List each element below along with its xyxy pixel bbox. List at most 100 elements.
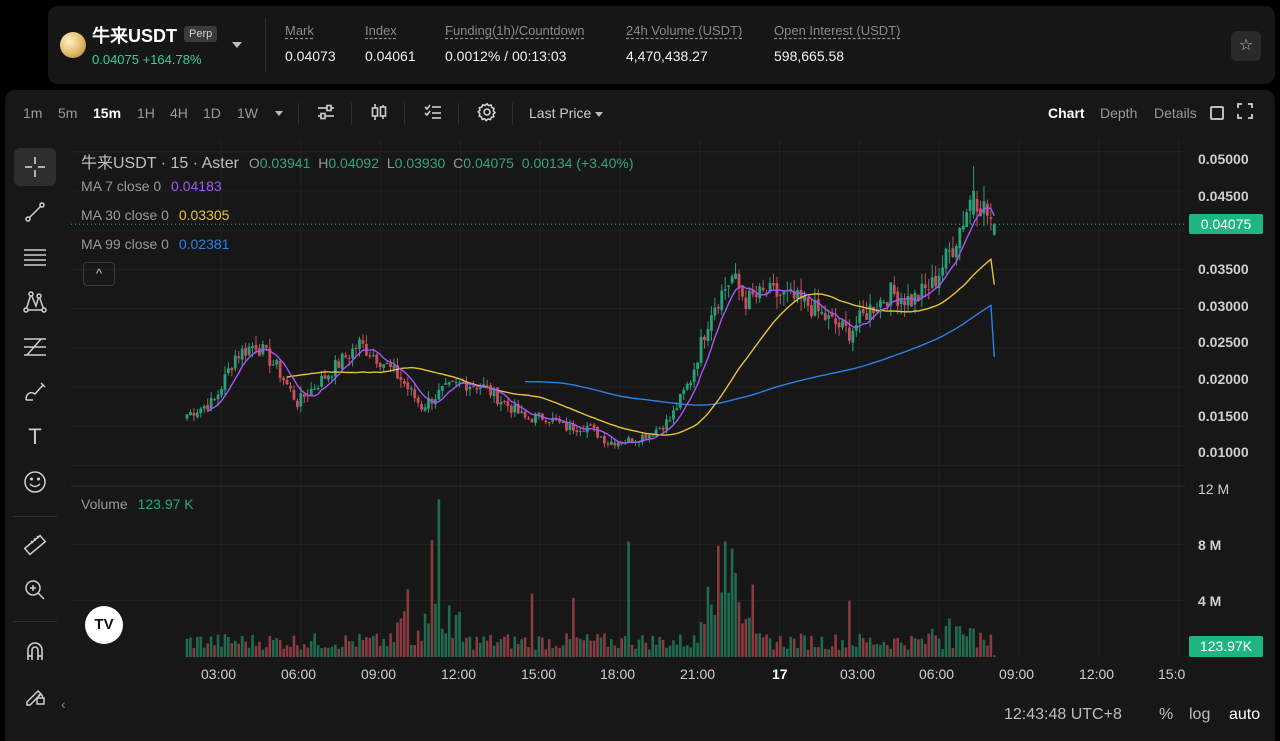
volume-bar (544, 649, 548, 657)
text-tool-icon[interactable]: T (28, 424, 42, 449)
candle-body (402, 380, 406, 384)
candle-body (244, 347, 248, 356)
volume-bar (737, 602, 741, 657)
legend-low: 0.03930 (394, 155, 446, 171)
magnet-icon[interactable] (14, 632, 56, 670)
candle-body (775, 283, 779, 297)
candle-body (271, 364, 275, 366)
time-axis-tick: 03:00 (201, 666, 237, 682)
candle-body (582, 430, 586, 432)
volume-bar (937, 638, 941, 657)
candle-body (258, 348, 261, 356)
volume-bar (761, 637, 765, 657)
settings-gear-icon[interactable] (475, 102, 499, 126)
volume-bar (823, 648, 827, 657)
symbol-name[interactable]: 牛来USDT (92, 26, 177, 46)
interval-1w[interactable]: 1W (237, 105, 258, 121)
stat-label[interactable]: 24h Volume (USDT) (626, 23, 743, 38)
crosshair-icon[interactable] (14, 148, 56, 186)
tradingview-logo-icon[interactable]: TV (85, 606, 123, 644)
volume-bar (944, 626, 948, 657)
time-axis-tick: 15:0 (1158, 666, 1186, 682)
lock-pencil-icon[interactable] (14, 677, 56, 715)
horizontal-lines-icon[interactable] (14, 238, 56, 276)
volume-bar (361, 639, 365, 657)
indicators-icon[interactable] (314, 102, 338, 126)
volume-bar (337, 648, 341, 657)
candle-type-icon[interactable] (367, 102, 391, 126)
stat-label[interactable]: Mark (285, 23, 314, 38)
interval-1m[interactable]: 1m (23, 105, 43, 121)
candle-body (499, 401, 503, 405)
symbol-logo-icon[interactable] (60, 32, 86, 58)
volume-bar (872, 644, 875, 657)
stat-label[interactable]: Funding(1h)/Countdown (445, 23, 585, 38)
layout-square-icon[interactable] (1210, 106, 1224, 120)
volume-bar (365, 637, 368, 657)
volume-bar (616, 648, 620, 657)
brush-icon[interactable] (14, 373, 56, 411)
interval-1h[interactable]: 1H (137, 105, 155, 121)
favorite-star-icon[interactable]: ☆ (1231, 31, 1261, 61)
volume-bar (723, 541, 727, 657)
legend-symbol: 牛来USDT · 15 · Aster (81, 155, 239, 172)
candle-body (982, 201, 986, 214)
volume-bar (489, 634, 492, 657)
emoji-smile-icon[interactable] (14, 463, 56, 501)
volume-bar (717, 545, 720, 657)
tab-details[interactable]: Details (1154, 105, 1197, 121)
volume-bar (334, 644, 337, 657)
volume-bar (623, 636, 627, 657)
volume-bar (641, 635, 644, 657)
legend-collapse-chevron-up-icon[interactable]: ^ (83, 262, 115, 286)
interval-4h[interactable]: 4H (170, 105, 188, 121)
templates-checklist-icon[interactable] (421, 102, 445, 126)
candle-body (351, 348, 354, 359)
volume-bar (813, 646, 817, 657)
percent-scale-toggle[interactable]: % (1159, 706, 1174, 723)
interval-5m[interactable]: 5m (58, 105, 78, 121)
interval-15m[interactable]: 15m (93, 105, 122, 121)
collapse-sidebar-chevron-left-icon[interactable]: ‹ (61, 696, 66, 712)
symbol-dropdown-chevron-down-icon[interactable] (232, 42, 242, 48)
interval-1d[interactable]: 1D (203, 105, 221, 121)
volume-bar (496, 642, 499, 657)
ma7-label: MA 7 close 0 (81, 178, 162, 194)
candle-body (644, 434, 648, 440)
log-scale-toggle[interactable]: log (1189, 706, 1211, 723)
candle-body (882, 302, 886, 304)
stat-label[interactable]: Index (365, 23, 397, 38)
utc-clock[interactable]: 12:43:48 UTC+8 (1004, 706, 1122, 723)
volume-bar (865, 642, 868, 657)
legend-open: 0.03941 (259, 155, 311, 171)
price-type-select[interactable]: Last Price (529, 105, 604, 121)
ruler-icon[interactable] (14, 526, 56, 564)
trend-line-icon[interactable] (14, 193, 56, 231)
tab-depth[interactable]: Depth (1100, 105, 1138, 121)
ma99-line (525, 304, 995, 406)
volume-bar (648, 649, 651, 657)
volume-bar (786, 648, 789, 657)
fib-tool-icon[interactable] (14, 328, 56, 366)
volume-bar (582, 640, 586, 657)
auto-scale-toggle[interactable]: auto (1229, 706, 1261, 723)
fullscreen-icon[interactable] (1233, 102, 1257, 126)
candle-body (416, 397, 420, 403)
candle-body (758, 286, 762, 299)
candle-body (264, 345, 268, 348)
stat-label[interactable]: Open Interest (USDT) (774, 23, 901, 38)
last-price-tag: 0.04075 (1189, 214, 1263, 235)
volume-bar (347, 641, 351, 657)
tab-chart[interactable]: Chart (1048, 105, 1085, 121)
pattern-nodes-icon[interactable] (14, 283, 56, 321)
candle-body (899, 299, 903, 304)
candle-body (251, 346, 254, 349)
candle-body (409, 388, 413, 390)
interval-more-chevron-down-icon[interactable] (271, 104, 283, 120)
zoom-in-icon[interactable] (14, 571, 56, 609)
volume-bar (993, 655, 996, 657)
candle-body (961, 225, 965, 230)
toolbar-divider (351, 103, 352, 125)
candle-body (527, 418, 530, 420)
volume-bar (792, 638, 796, 657)
